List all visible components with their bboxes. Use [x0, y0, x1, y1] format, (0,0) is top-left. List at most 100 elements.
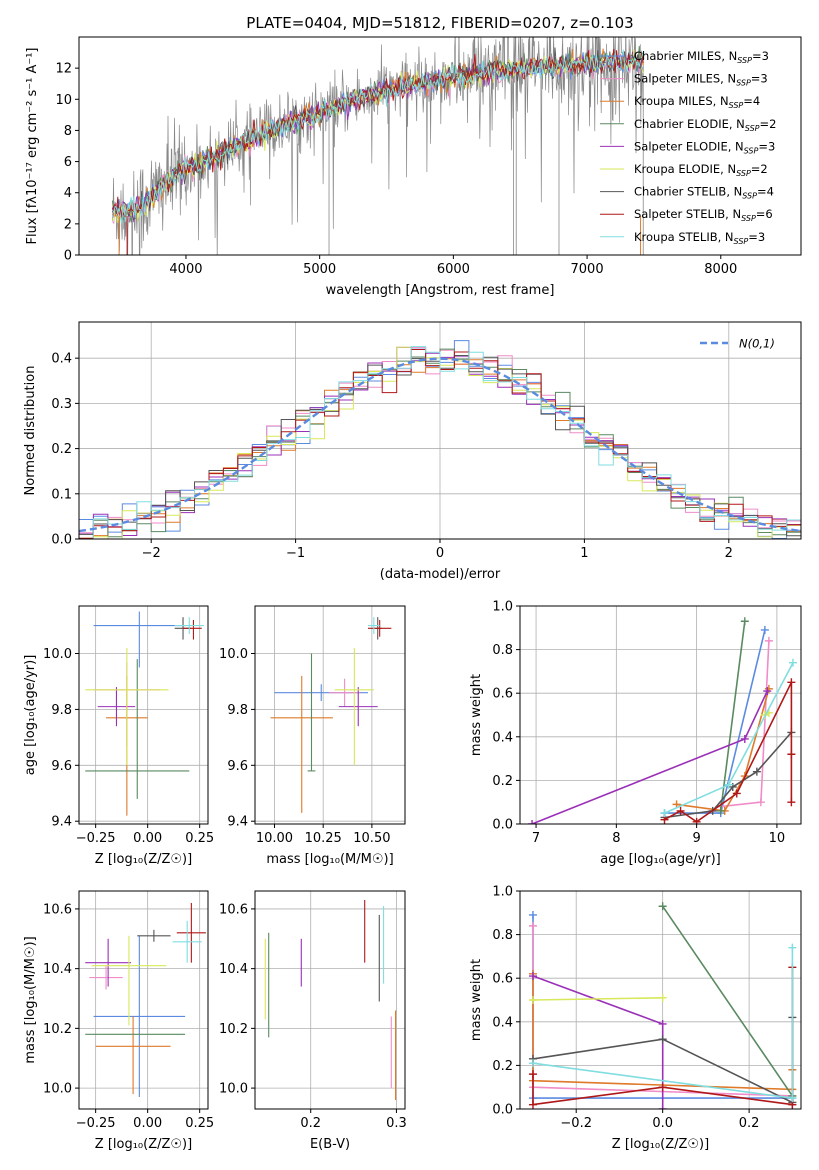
legend-label-normal: N(0,1) — [739, 337, 775, 351]
weight-marker-salpeter_stelib — [692, 817, 701, 824]
x-axis-label: wavelength [Angstrom, rest frame] — [326, 283, 555, 298]
y-tick-label: 0.2 — [492, 774, 513, 789]
plot-area — [111, 37, 644, 255]
x-tick-label: 5000 — [303, 262, 336, 277]
y-axis-label: mass [log₁₀(M/M☉)] — [23, 936, 38, 1063]
y-tick-label: 0.1 — [51, 487, 72, 502]
weight-marker-salpeter_stelib — [528, 1070, 537, 1079]
hist-legend: N(0,1) — [700, 337, 775, 351]
y-tick-label: 0.8 — [492, 643, 513, 658]
x-tick-label: 8000 — [704, 262, 737, 277]
y-tick-label: 10.2 — [219, 1022, 248, 1037]
y-tick-label: 1.0 — [492, 600, 513, 615]
x-axis-label: (data-model)/error — [380, 567, 501, 582]
y-tick-label: 0.2 — [51, 442, 72, 457]
y-tick-label: 0.4 — [492, 1015, 513, 1030]
weight-marker-salpeter_elodie — [740, 734, 749, 743]
x-tick-label: 7 — [532, 831, 540, 846]
legend-label-kroupa_elodie: Kroupa ELODIE, NSSP=2 — [634, 162, 768, 178]
x-tick-label: −0.25 — [76, 1116, 116, 1131]
y-tick-label: 6 — [64, 155, 72, 170]
panel-age-vs-mass: 10.00 10.25 10.50 9.4 9.6 9.8 10.0 mass [log₁₀(… — [219, 605, 406, 867]
weight-marker-chabrier_stelib — [658, 1035, 667, 1044]
y-tick-label: 0.4 — [51, 352, 72, 367]
legend-label-salpeter_elodie: Salpeter ELODIE, NSSP=3 — [634, 139, 775, 155]
x-tick-label: 0.2 — [300, 1116, 321, 1131]
gridlines — [255, 891, 405, 1109]
panel-residual-hist: −2 −1 0 1 2 0.0 0.1 0.2 0.3 0.4 (data-model)/error… — [23, 321, 802, 582]
gridlines — [79, 606, 208, 824]
y-axis-label: mass weight — [469, 674, 484, 756]
x-axis-label: Z [log₁₀(Z/Z☉)] — [612, 1137, 709, 1152]
y-tick-label: 4 — [64, 186, 72, 201]
axes-frame — [78, 36, 802, 256]
y-axis-label: age [log₁₀(age/yr)] — [23, 655, 38, 776]
x-tick-label: −2 — [142, 546, 161, 561]
x-tick-label: 10.25 — [305, 831, 342, 846]
axes-frame — [519, 605, 802, 825]
weight-marker-kroupa_stelib — [528, 1059, 537, 1068]
axes-frame — [519, 890, 802, 1110]
point-salpeter_elodie — [97, 687, 136, 727]
y-tick-label: 9.6 — [51, 759, 72, 774]
y-tick-label: 9.6 — [227, 759, 248, 774]
panel-age-vs-Z: −0.25 0.00 0.25 9.4 9.6 9.8 10.0 Z [log₁₀(Z/Z☉)… — [23, 605, 214, 867]
y-axis-label: Flux [fλ10⁻¹⁷ erg cm⁻² s⁻¹ A⁻¹] — [25, 48, 40, 245]
axes-frame — [78, 605, 209, 825]
x-tick-label: 4000 — [169, 262, 202, 277]
y-tick-label: 10.0 — [43, 647, 72, 662]
weight-line-chabrier_elodie — [662, 905, 794, 1097]
y-tick-label: 10.4 — [219, 962, 248, 977]
x-tick-label: 0.25 — [185, 831, 214, 846]
y-tick-label: 0 — [64, 249, 72, 264]
weight-marker-kroupa_elodie — [658, 993, 667, 1002]
y-tick-label: 8 — [64, 124, 72, 139]
weight-marker-salpeter_elodie — [528, 820, 537, 824]
weight-marker-kroupa_elodie — [528, 996, 537, 1004]
panel-weight-vs-Z: −0.2 0.0 0.2 0.0 0.2 0.4 0.6 0.8 1.0 Z [log₁₀(Z/Z… — [469, 885, 802, 1152]
weight-marker-chabrier_stelib — [752, 767, 761, 776]
legend-label-kroupa_stelib: Kroupa STELIB, NSSP=3 — [634, 230, 765, 246]
plot-area — [79, 340, 801, 539]
y-tick-label: 9.8 — [227, 703, 248, 718]
weight-marker-salpeter_miles — [528, 921, 537, 930]
plot-area — [85, 611, 204, 816]
y-tick-label: 10.0 — [43, 1082, 72, 1097]
weight-marker-salpeter_elodie — [658, 1105, 667, 1109]
y-tick-label: 9.4 — [51, 815, 72, 830]
weight-marker-salpeter_stelib — [787, 750, 796, 759]
point-salpeter_elodie — [338, 687, 378, 727]
axes-frame — [254, 890, 406, 1110]
x-tick-label: 0 — [436, 546, 444, 561]
x-axis-label: mass [log₁₀(M/M☉)] — [266, 852, 393, 867]
y-tick-label: 10.2 — [43, 1022, 72, 1037]
legend-label-chabrier_miles: Chabrier MILES, NSSP=3 — [634, 49, 769, 65]
y-axis-label: mass weight — [469, 959, 484, 1041]
plot-area — [528, 902, 797, 1109]
point-kroupa_miles — [270, 675, 333, 813]
weight-marker-kroupa_stelib — [660, 809, 669, 818]
axes-frame — [254, 605, 406, 825]
weight-line-kroupa_elodie — [532, 997, 663, 1001]
weight-marker-kroupa_stelib — [788, 658, 797, 667]
weight-marker-salpeter_stelib — [528, 1100, 537, 1109]
weight-marker-chabrier_miles — [760, 625, 769, 634]
weight-marker-salpeter_elodie — [763, 687, 772, 696]
y-tick-label: 0.4 — [492, 730, 513, 745]
weight-marker-salpeter_miles — [764, 636, 773, 645]
plot-area — [528, 617, 797, 824]
y-tick-label: 9.8 — [51, 703, 72, 718]
weight-line-salpeter_elodie — [531, 690, 769, 824]
point-kroupa_stelib — [367, 617, 380, 634]
plot-area — [270, 617, 392, 813]
weight-marker-chabrier_elodie — [716, 806, 725, 815]
weight-marker-chabrier_miles — [528, 910, 537, 919]
weight-marker-salpeter_stelib — [787, 798, 796, 807]
y-tick-label: 10.0 — [219, 1082, 248, 1097]
axes-frame — [78, 321, 802, 540]
y-tick-label: 0.0 — [51, 533, 72, 548]
x-tick-label: 0.00 — [133, 831, 162, 846]
weight-marker-salpeter_stelib — [787, 678, 796, 687]
x-tick-label: 0.25 — [185, 1116, 214, 1131]
point-salpeter_stelib — [367, 619, 392, 637]
